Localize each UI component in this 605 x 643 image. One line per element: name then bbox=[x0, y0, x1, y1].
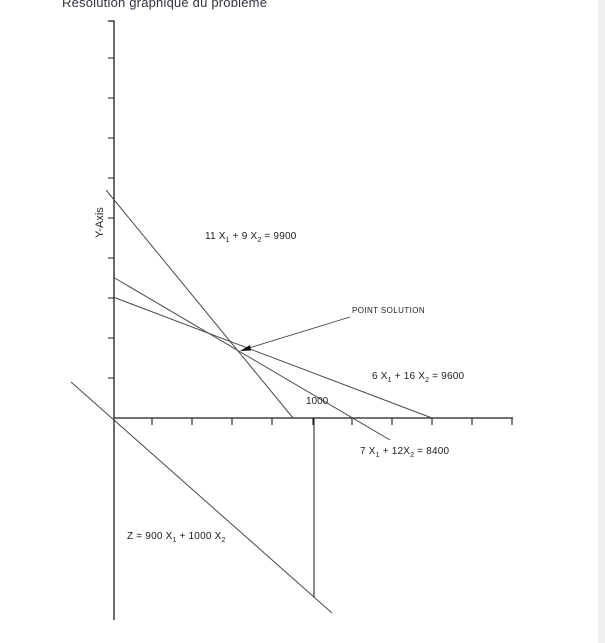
constraint-label-8400: 7 X1 + 12X2 = 8400 bbox=[360, 446, 450, 459]
eq-subscript: 2 bbox=[257, 237, 262, 244]
eq-subscript: 1 bbox=[225, 237, 230, 244]
constraint-line-8400 bbox=[112, 276, 391, 441]
eq-subscript: 2 bbox=[410, 452, 415, 459]
constraint-line-9900 bbox=[105, 189, 294, 419]
constraint-line-9600 bbox=[112, 296, 433, 419]
eq-segment: = 9600 bbox=[429, 371, 465, 382]
eq-segment: 7 X bbox=[360, 446, 376, 457]
constraint-label-9600: 6 X1 + 16 X2 = 9600 bbox=[372, 371, 465, 384]
y-axis-line bbox=[108, 20, 115, 620]
eq-segment: + 12X bbox=[379, 446, 411, 457]
point-solution-arrow-line bbox=[248, 316, 351, 349]
page-right-gutter bbox=[598, 0, 605, 643]
constraint-label-9900: 11 X1 + 9 X2 = 9900 bbox=[205, 231, 297, 244]
eq-subscript: 2 bbox=[425, 377, 430, 384]
y-axis-label: Y-Axis bbox=[94, 207, 106, 238]
point-solution-label: POINT SOLUTION bbox=[352, 306, 426, 315]
objective-line-z bbox=[70, 381, 333, 614]
eq-segment: + 1000 X bbox=[176, 531, 222, 542]
eq-subscript: 2 bbox=[221, 537, 226, 544]
eq-segment: Z = 900 X bbox=[127, 531, 173, 542]
objective-label-z: Z = 900 X1 + 1000 X2 bbox=[127, 531, 226, 544]
x-axis-value-label: 1000 bbox=[306, 396, 329, 407]
eq-segment: + 9 X bbox=[229, 231, 258, 242]
page-title: Résolution graphique du problème bbox=[62, 0, 268, 10]
eq-subscript: 1 bbox=[375, 452, 380, 459]
point-solution-arrowhead-icon bbox=[240, 345, 251, 351]
eq-segment: 11 X bbox=[205, 231, 226, 242]
eq-segment: = 9900 bbox=[261, 231, 297, 242]
eq-subscript: 1 bbox=[172, 537, 177, 544]
eq-segment: 6 X bbox=[372, 371, 388, 382]
x-axis-ticks bbox=[151, 418, 513, 425]
eq-segment: = 8400 bbox=[414, 446, 450, 457]
eq-segment: + 16 X bbox=[391, 371, 426, 382]
y-axis-ticks bbox=[108, 57, 114, 379]
eq-subscript: 1 bbox=[387, 377, 392, 384]
